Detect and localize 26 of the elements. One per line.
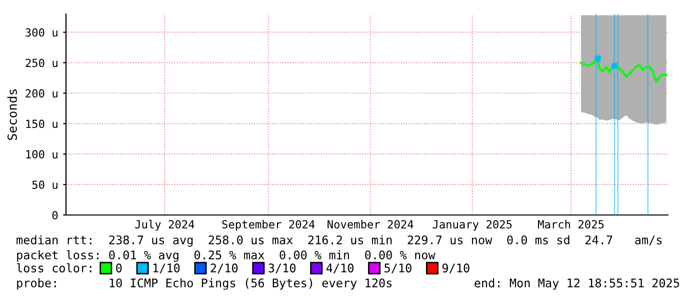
legend-label: 3/10 [268,264,296,274]
x-tick-label: November 2024 [328,220,414,229]
y-tick-label: 0 [52,211,58,220]
y-tick-label: 300 u [26,28,58,37]
legend-label: 4/10 [326,264,354,274]
legend-label: 9/10 [442,264,470,274]
y-tick-label: 200 u [26,89,58,98]
x-tick-label: March 2025 [538,220,604,229]
y-axis-title: Seconds [7,89,17,140]
x-tick-label: September 2024 [222,220,315,231]
text: end: Mon May 12 18:55:51 2025 [474,278,680,290]
legend-label: 1/10 [153,264,180,274]
line-series [580,57,668,83]
legend-title: loss color: [16,263,92,272]
y-tick-label: 50 u [32,180,58,189]
y-tick-label: 250 u [26,58,58,68]
text: packet loss: 0.01 % avg 0.25 % max 0.00 % min 0.00 % now [17,250,436,262]
y-tick-label: 100 u [26,150,58,158]
legend-label: 2/10 [210,264,238,274]
legend-label: 0 [116,264,122,272]
text: probe: 10 ICMP Echo Pings (56 Bytes) every 120s [17,278,392,290]
y-tick-label: 150 u [26,120,58,128]
text: median rtt: 238.7 us avg 258.0 us max 216.2 us min 229.7 us now 0.0 ms sd 24.7 am/s [16,235,662,247]
x-tick-label: July 2024 [135,220,194,231]
x-tick-label: January 2025 [432,220,512,231]
legend-label: 5/10 [384,264,412,274]
